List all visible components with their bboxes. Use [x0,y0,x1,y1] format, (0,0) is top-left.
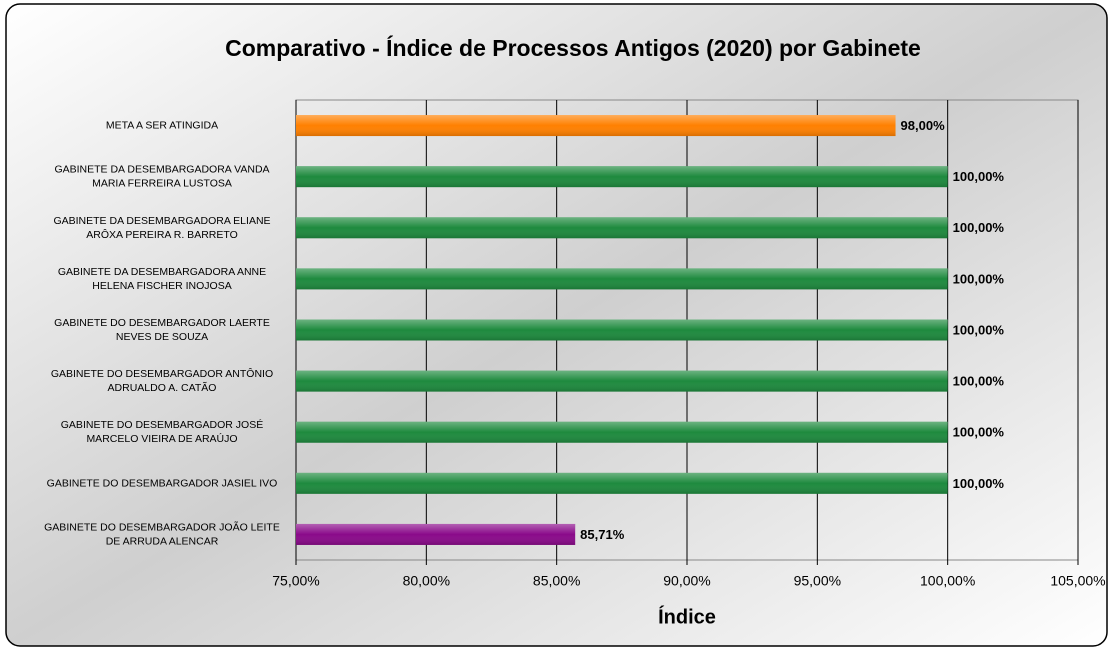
bar-shine [296,472,948,494]
value-label: 85,71% [580,527,625,542]
bar-shine [296,217,948,239]
value-label: 98,00% [901,118,946,133]
y-tick-label: GABINETE DA DESEMBARGADORA ANNE HELENA FI… [58,266,266,292]
bar-shine [296,319,948,341]
x-tick-label: 80,00% [403,573,450,589]
x-tick-label: 95,00% [794,573,841,589]
y-tick-label: META A SER ATINGIDA [106,119,218,131]
value-label: 100,00% [953,322,1005,337]
bar-shine [296,166,948,188]
y-tick-label: GABINETE DO DESEMBARGADOR ANTÔNIO ADRUALD… [51,367,273,394]
chart-title: Comparativo - Índice de Processos Antigo… [225,34,921,61]
value-label: 100,00% [953,220,1005,235]
x-tick-label: 105,00% [1050,573,1105,589]
value-label: 100,00% [953,374,1005,389]
bar-shine [296,268,948,290]
x-tick-label: 75,00% [272,573,319,589]
x-tick-label: 100,00% [920,573,975,589]
x-axis-title: Índice [658,605,716,628]
bar-shine [296,523,576,545]
bar-shine [296,115,896,137]
y-tick-label: GABINETE DO DESEMBARGADOR JASIEL IVO [47,477,278,489]
y-tick-label: GABINETE DA DESEMBARGADORA VANDA MARIA FE… [54,163,269,189]
value-label: 100,00% [953,476,1005,491]
bar-shine [296,421,948,443]
y-tick-label: GABINETE DO DESEMBARGADOR LAERTE NEVES DE… [54,317,270,343]
y-tick-label: GABINETE DO DESEMBARGADOR JOÃO LEITE DE A… [44,520,280,547]
y-tick-label: GABINETE DO DESEMBARGADOR JOSÉ MARCELO VI… [61,418,263,445]
value-label: 100,00% [953,425,1005,440]
bar-shine [296,370,948,392]
value-label: 100,00% [953,169,1005,184]
value-label: 100,00% [953,271,1005,286]
x-tick-label: 85,00% [533,573,580,589]
x-tick-label: 90,00% [663,573,710,589]
y-tick-label: GABINETE DA DESEMBARGADORA ELIANE ARÔXA P… [53,215,270,241]
